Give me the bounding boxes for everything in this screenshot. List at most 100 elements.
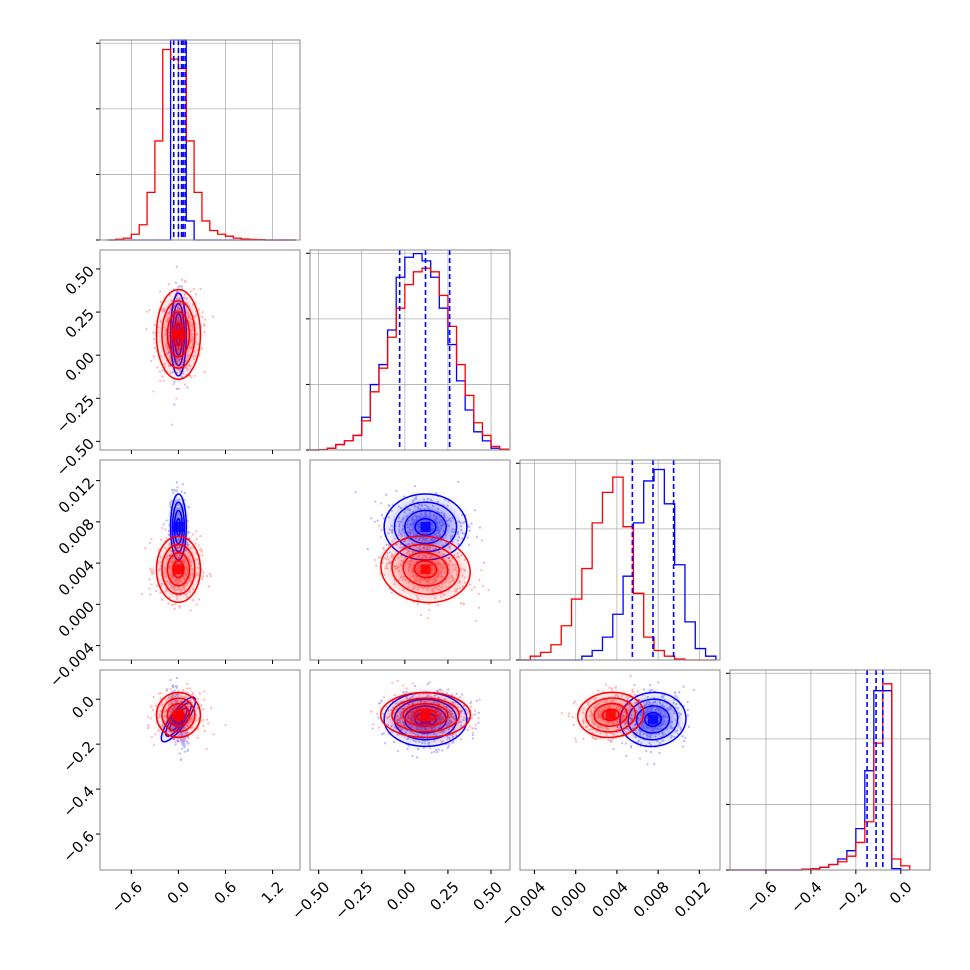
sample-point	[402, 495, 405, 498]
sample-point	[189, 609, 192, 612]
sample-point	[692, 688, 696, 691]
sample-point	[462, 521, 465, 524]
sample-point	[163, 366, 167, 369]
contour-line	[166, 552, 191, 587]
sample-point	[173, 689, 176, 692]
sample-point	[686, 700, 689, 704]
sample-point	[427, 743, 430, 746]
sample-point	[437, 748, 440, 751]
sample-point	[382, 517, 386, 520]
sample-point	[165, 689, 168, 692]
sample-point	[382, 732, 385, 735]
sample-point	[183, 744, 186, 747]
sample-point	[152, 338, 155, 341]
sample-point	[442, 740, 445, 743]
sample-point	[609, 739, 613, 742]
sample-point	[471, 731, 474, 734]
sample-point	[174, 740, 177, 744]
sample-point	[184, 280, 187, 284]
sample-point	[439, 536, 442, 539]
sample-point	[176, 739, 180, 743]
sample-point	[469, 725, 472, 728]
sample-point	[471, 727, 474, 730]
sample-point	[185, 687, 189, 690]
sample-point	[195, 552, 198, 555]
sample-point	[410, 529, 414, 532]
sample-point	[470, 588, 474, 591]
sample-point	[469, 705, 473, 708]
sample-point	[387, 532, 390, 535]
panel-background	[730, 670, 930, 870]
sample-point	[647, 717, 650, 720]
sample-point	[179, 758, 183, 761]
sample-point	[475, 699, 478, 702]
sample-point	[175, 685, 179, 688]
sample-point	[181, 740, 184, 743]
sample-point	[387, 516, 391, 519]
sample-point	[478, 578, 481, 582]
sample-point	[396, 679, 399, 682]
sample-point	[631, 688, 634, 691]
sample-point	[148, 541, 152, 545]
sample-point	[180, 285, 184, 288]
sample-point	[183, 739, 186, 742]
panel-frame	[99, 669, 301, 871]
sample-point	[575, 740, 578, 743]
sample-point	[428, 608, 431, 611]
sample-point	[463, 532, 466, 535]
sample-point	[681, 735, 684, 738]
sample-point	[170, 499, 173, 503]
sample-point	[435, 748, 438, 752]
sample-point	[474, 727, 477, 730]
sample-point	[441, 749, 444, 752]
sample-point	[446, 746, 449, 749]
sample-point	[413, 484, 417, 488]
sample-point	[392, 740, 396, 744]
sample-point	[200, 548, 203, 551]
contour-line	[172, 708, 185, 722]
sample-point	[169, 505, 172, 508]
sample-point	[197, 308, 200, 311]
sample-point	[478, 526, 482, 529]
sample-point	[197, 598, 201, 601]
sample-point	[156, 366, 159, 369]
sample-point	[396, 749, 400, 753]
sample-point	[681, 745, 685, 748]
sample-point	[475, 619, 478, 622]
sample-point	[387, 504, 390, 507]
sample-point	[176, 387, 179, 390]
scatter-panel-2-1	[309, 459, 511, 664]
sample-point	[150, 705, 153, 708]
sample-point	[177, 740, 180, 743]
sample-point	[202, 724, 205, 727]
sample-point	[445, 691, 448, 695]
sample-point	[649, 751, 653, 754]
sample-point	[414, 740, 417, 743]
sample-point	[161, 740, 164, 743]
sample-point	[375, 564, 378, 568]
sample-point	[443, 498, 447, 501]
contour-line	[414, 518, 437, 537]
sample-point	[165, 519, 168, 522]
sample-point	[383, 556, 387, 560]
sample-point	[470, 522, 473, 525]
sample-point	[194, 542, 197, 545]
sample-point	[200, 347, 203, 350]
contour-line	[391, 697, 460, 733]
sample-point	[175, 265, 178, 268]
sample-point	[393, 694, 396, 697]
panel-content	[145, 265, 215, 426]
sample-point	[471, 737, 474, 740]
sample-point	[572, 723, 575, 726]
sample-point	[416, 602, 420, 606]
sample-point	[183, 538, 186, 541]
sample-point	[447, 688, 450, 691]
sample-point	[171, 603, 174, 607]
sample-point	[180, 525, 183, 528]
sample-point	[146, 310, 149, 313]
sample-point	[149, 717, 152, 720]
sample-point	[175, 387, 179, 391]
sample-point	[188, 531, 191, 534]
sample-point	[415, 537, 418, 540]
sample-point	[676, 732, 679, 736]
